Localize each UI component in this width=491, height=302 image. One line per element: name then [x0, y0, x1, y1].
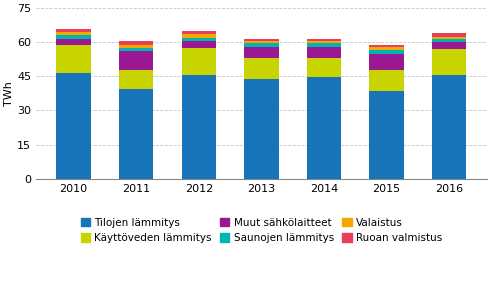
Bar — [432, 75, 466, 178]
Y-axis label: TWh: TWh — [4, 81, 14, 106]
Bar — [119, 69, 153, 89]
Bar — [244, 58, 278, 79]
Bar — [307, 78, 341, 178]
Bar — [307, 39, 341, 41]
Bar — [369, 54, 404, 69]
Bar — [369, 69, 404, 91]
Bar — [244, 39, 278, 41]
Bar — [119, 89, 153, 178]
Bar — [56, 39, 91, 44]
Bar — [182, 34, 216, 38]
Bar — [369, 91, 404, 178]
Bar — [56, 29, 91, 32]
Bar — [56, 35, 91, 39]
Bar — [432, 49, 466, 75]
Bar — [369, 47, 404, 50]
Bar — [56, 73, 91, 178]
Bar — [244, 79, 278, 178]
Bar — [244, 43, 278, 47]
Bar — [119, 51, 153, 69]
Bar — [182, 48, 216, 75]
Bar — [182, 75, 216, 178]
Bar — [119, 44, 153, 48]
Bar — [432, 39, 466, 42]
Legend: Tilojen lämmitys, Käyttöveden lämmitys, Muut sähkölaitteet, Saunojen lämmitys, V: Tilojen lämmitys, Käyttöveden lämmitys, … — [81, 218, 442, 243]
Bar — [244, 41, 278, 43]
Bar — [119, 41, 153, 44]
Bar — [307, 47, 341, 58]
Bar — [432, 37, 466, 39]
Bar — [182, 31, 216, 34]
Bar — [182, 38, 216, 41]
Bar — [56, 44, 91, 73]
Bar — [369, 44, 404, 47]
Bar — [307, 41, 341, 43]
Bar — [182, 41, 216, 48]
Bar — [369, 50, 404, 54]
Bar — [119, 48, 153, 51]
Bar — [244, 47, 278, 58]
Bar — [432, 42, 466, 49]
Bar — [307, 43, 341, 47]
Bar — [307, 58, 341, 78]
Bar — [432, 33, 466, 37]
Bar — [56, 32, 91, 35]
